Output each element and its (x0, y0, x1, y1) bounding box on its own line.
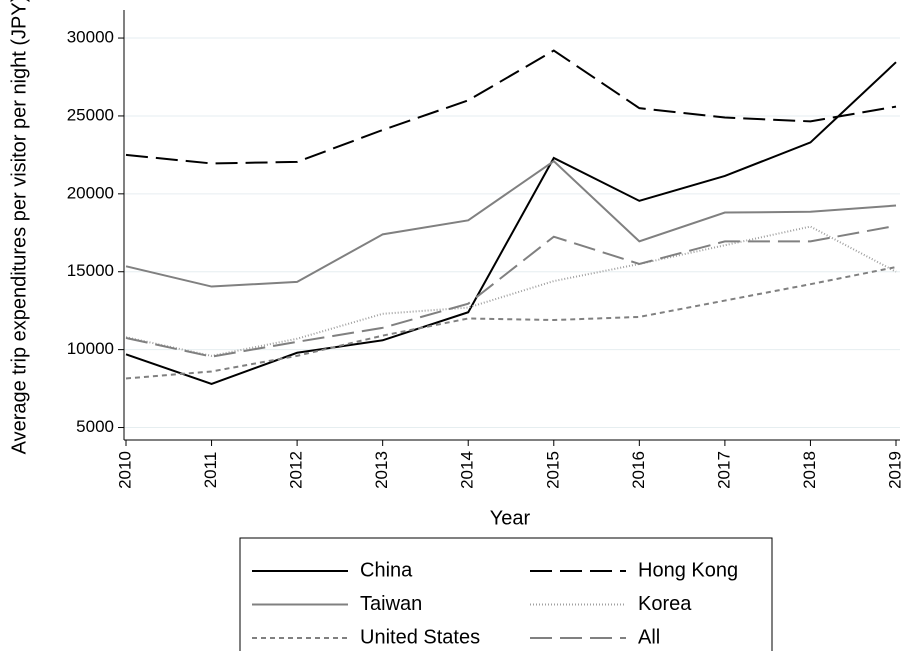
x-tick-label: 2013 (372, 451, 391, 489)
legend-label: United States (360, 626, 480, 648)
series-line (125, 224, 897, 358)
x-tick-label: 2010 (115, 451, 134, 489)
y-axis-title: Average trip expenditures per visitor pe… (8, 0, 30, 454)
series-line (125, 61, 897, 385)
series-line (125, 225, 897, 357)
x-axis-title: Year (490, 507, 531, 529)
y-tick-label: 10000 (67, 339, 114, 358)
series-line (125, 159, 897, 288)
x-tick-label: 2015 (543, 451, 562, 489)
y-tick-label: 20000 (67, 183, 114, 202)
legend-label: Taiwan (360, 593, 422, 615)
x-tick-label: 2019 (885, 451, 904, 489)
y-tick-label: 30000 (67, 28, 114, 47)
y-tick-label: 25000 (67, 105, 114, 124)
legend-label: Hong Kong (638, 559, 738, 581)
y-tick-label: 15000 (67, 261, 114, 280)
x-tick-label: 2016 (629, 451, 648, 489)
x-tick-label: 2011 (201, 452, 220, 489)
legend-label: Korea (638, 593, 692, 615)
series-line (125, 266, 897, 380)
x-tick-label: 2017 (714, 451, 733, 489)
legend-label: China (360, 559, 413, 581)
x-tick-label: 2014 (458, 451, 477, 489)
x-tick-label: 2018 (800, 451, 819, 489)
series-line (125, 49, 897, 165)
x-tick-label: 2012 (287, 451, 306, 489)
legend-box (239, 537, 773, 651)
y-tick-label: 5000 (76, 417, 114, 436)
legend-label: All (638, 626, 660, 648)
